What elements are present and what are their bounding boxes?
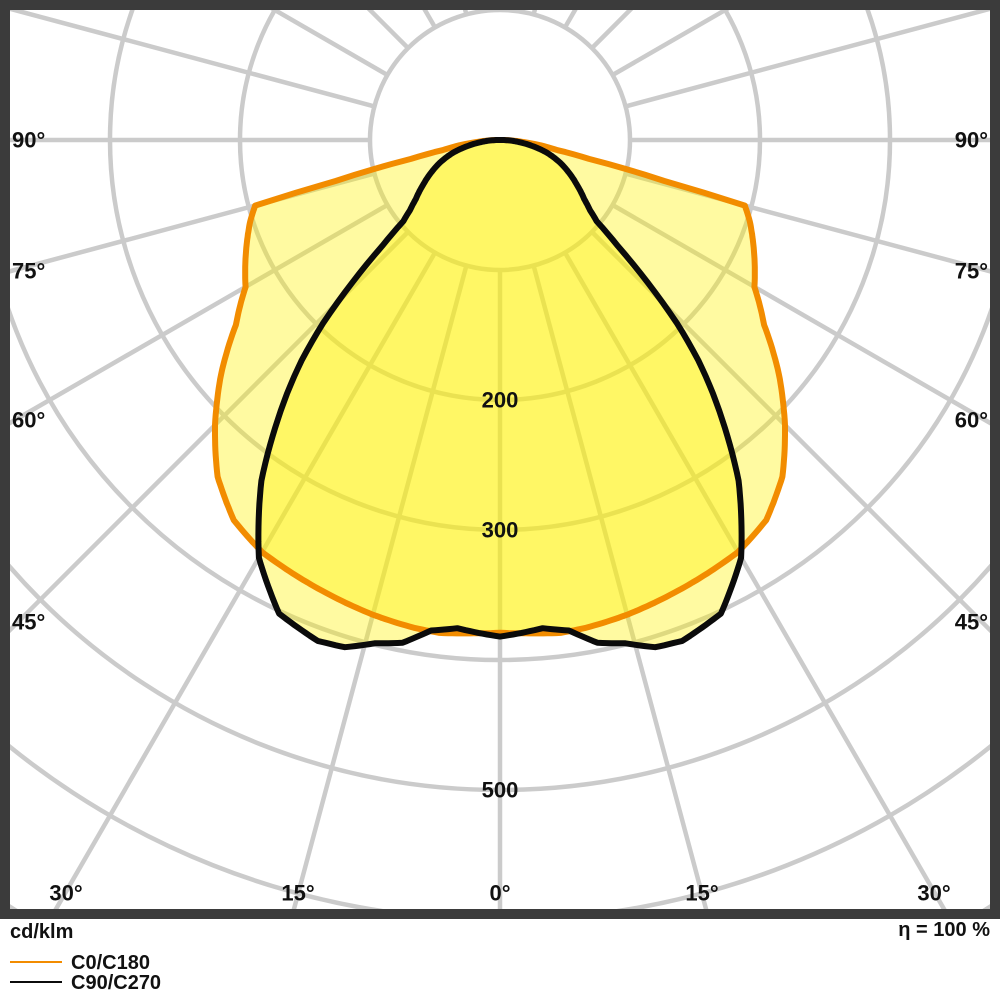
gamma-label-bottom-left-30: 30° [49,881,82,906]
gamma-label-right-60: 60° [955,408,988,433]
legend-label-c90-c270: C90/C270 [71,972,161,994]
efficiency-label: η = 100 % [898,919,990,941]
plot-border-frame [0,0,1000,919]
curve-stroke-c0-c180 [212,137,788,637]
legend: C0/C180 C90/C270 [10,952,161,994]
grid-ray-45deg [590,230,990,634]
grid-ray-60deg [611,203,990,426]
gamma-angle-labels: 90° 75° 60° 45° 90° 75° 60° 45° 30° 15° … [12,128,988,906]
gamma-label-bottom-left-15: 15° [281,881,314,906]
gamma-label-bottom-0: 0° [489,881,510,906]
gamma-label-left-75: 75° [12,259,45,284]
grid-ray-345deg [291,265,469,909]
gamma-label-left-60: 60° [12,408,45,433]
gamma-label-bottom-right-15: 15° [685,881,718,906]
curve-fill-c0-c180 [215,140,785,634]
grid-ray-105deg [625,10,990,109]
units-label: cd/klm [10,921,73,943]
grid-ray-330deg [53,251,437,909]
gamma-label-right-75: 75° [955,259,988,284]
curve-strokes [212,137,788,651]
gamma-label-right-45: 45° [955,610,988,635]
grid-ray-315deg [10,230,410,634]
gamma-label-left-45: 45° [12,610,45,635]
radial-value-labels: 200 300 500 [482,388,519,803]
gamma-label-left-90: 90° [12,128,45,153]
gamma-label-right-90: 90° [955,128,988,153]
grid-ray-285deg [10,171,375,274]
curve-stroke-c90-c270 [255,137,745,651]
radial-label-200: 200 [482,388,519,413]
legend-label-c0-c180: C0/C180 [71,952,150,974]
curve-fill-c90-c270 [258,140,742,648]
grid-ray-30deg [563,251,947,909]
curve-fills [215,140,785,648]
radial-label-300: 300 [482,518,519,543]
radial-label-500: 500 [482,778,519,803]
grid-ray-300deg [10,203,389,426]
grid-ray-75deg [625,171,990,274]
grid-ray-255deg [10,10,375,109]
gamma-label-bottom-right-30: 30° [917,881,950,906]
grid-ray-15deg [531,265,709,909]
